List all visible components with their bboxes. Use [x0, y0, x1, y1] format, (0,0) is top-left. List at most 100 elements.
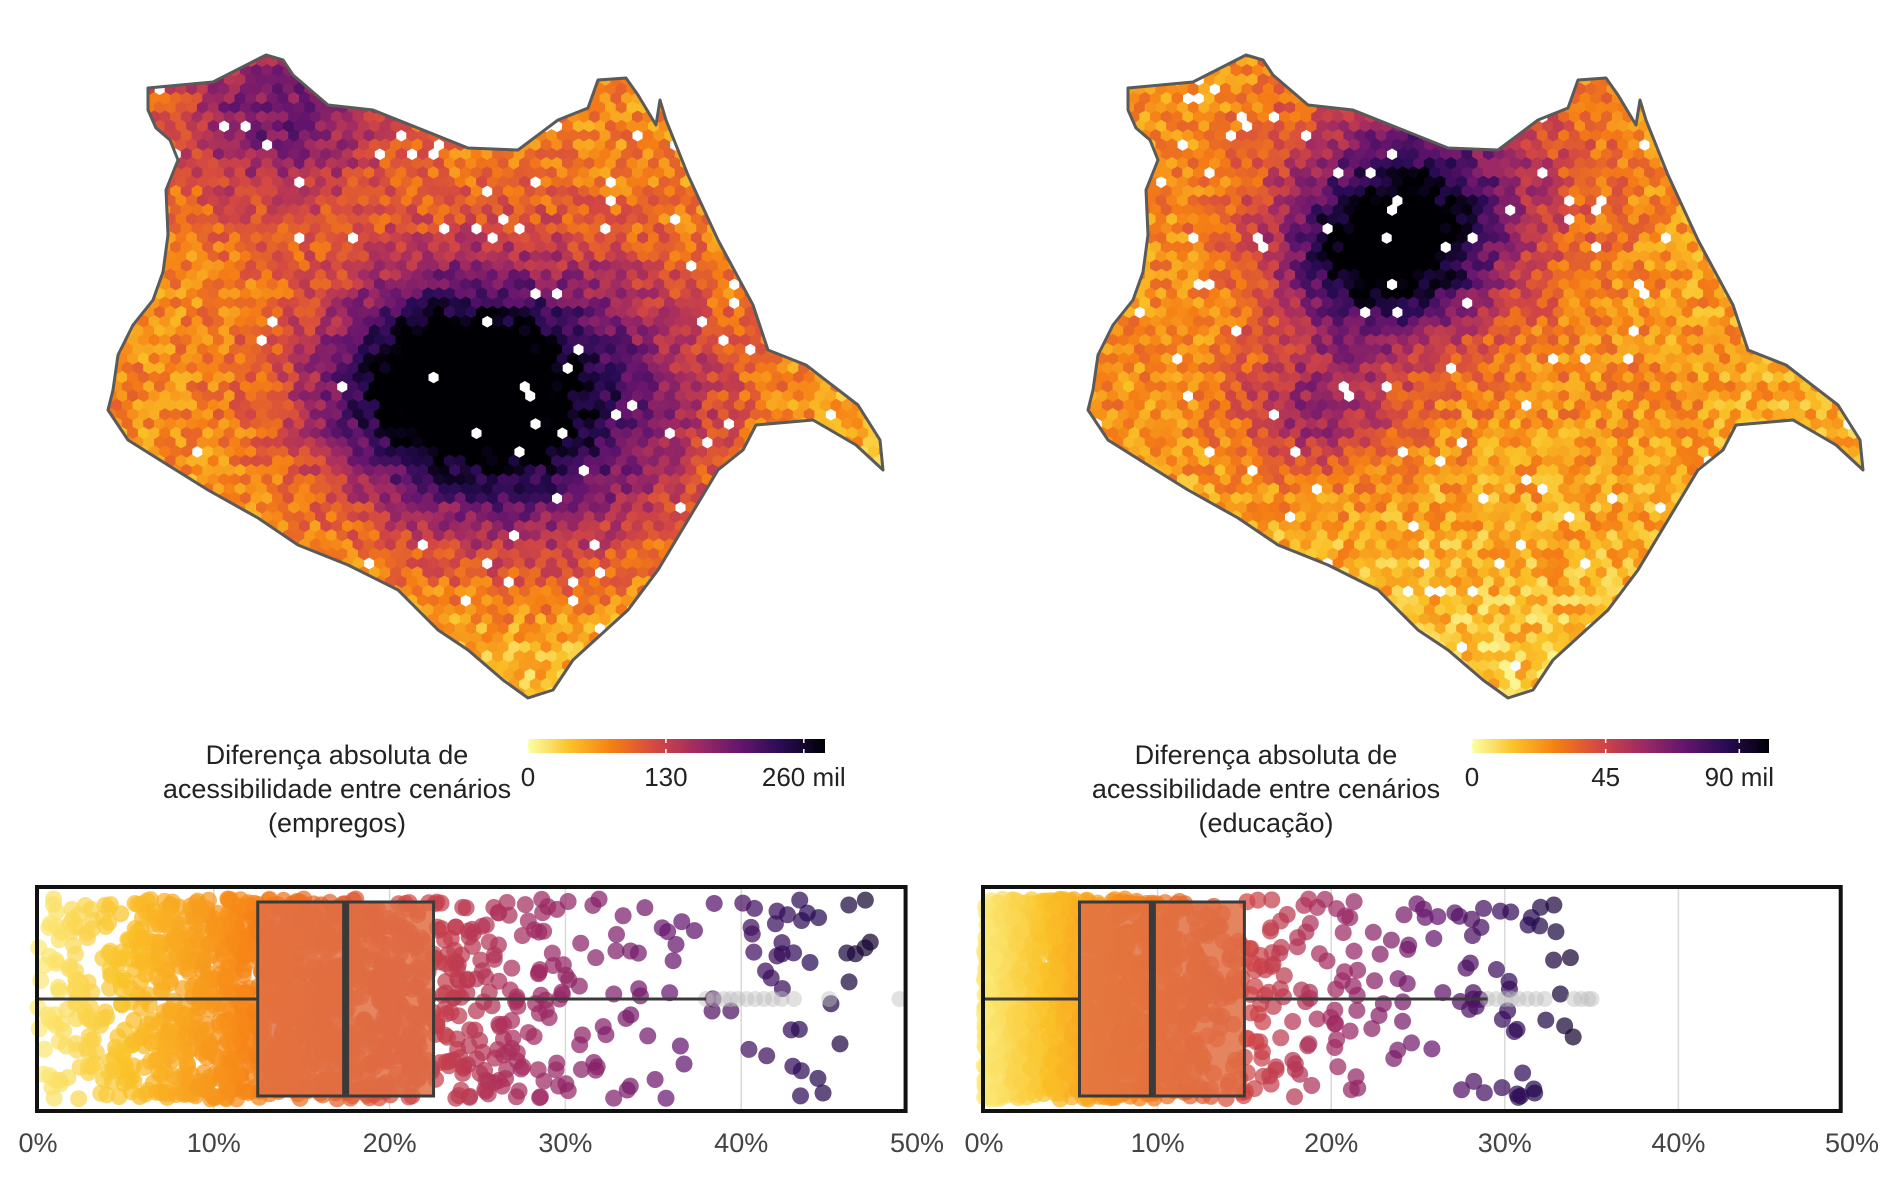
hex-cell [116, 445, 128, 459]
hex-cell [696, 129, 708, 143]
hex-cell [739, 55, 751, 68]
hex-cell [325, 622, 338, 636]
hex-cell [782, 73, 794, 87]
hex-cell [256, 538, 268, 552]
hex-cell [390, 659, 402, 673]
hex-cell [486, 101, 499, 115]
hex-cell [782, 184, 794, 199]
hex-cell [878, 166, 883, 180]
hex-cell [108, 677, 112, 691]
hex-cell [127, 55, 139, 68]
hex-cell [143, 622, 155, 636]
hex-cell [331, 166, 343, 180]
hex-cell [680, 659, 692, 673]
hex-cell [336, 584, 348, 598]
hex-cell [798, 157, 810, 171]
hex-cell [841, 101, 853, 115]
hex-cell [374, 222, 386, 236]
hex-cell [809, 473, 821, 487]
hex-cell [191, 687, 203, 698]
hex-cell [384, 296, 397, 310]
hex-cell [648, 659, 660, 673]
hex-cell [637, 677, 649, 691]
hex-cell [803, 203, 816, 217]
hex-cell [733, 157, 746, 171]
hex-cell [191, 352, 203, 366]
hex-cell [653, 73, 665, 87]
hex-cell [664, 352, 676, 366]
hex-cell [108, 594, 118, 608]
hex-cell [825, 482, 837, 496]
hex-cell [658, 175, 671, 189]
hex-cell [234, 166, 246, 180]
hex-cell [341, 222, 354, 236]
hex-cell [352, 333, 365, 347]
hex-cell [776, 584, 789, 598]
hex-cell [513, 315, 526, 329]
hex-cell [411, 138, 424, 152]
hex-cell [143, 194, 155, 208]
hex-cell [857, 277, 869, 292]
hex-cell [583, 324, 595, 338]
hex-cell [143, 659, 155, 673]
hex-cell [755, 101, 767, 115]
hex-cell [299, 55, 311, 68]
hex-cell [363, 612, 375, 626]
hex-cell [229, 55, 241, 59]
hex-cell [830, 324, 842, 338]
hex-cell [288, 259, 300, 273]
hex-cell [792, 687, 805, 698]
hex-cell [572, 119, 585, 133]
hex-cell [594, 231, 606, 245]
hex-cell [476, 101, 488, 115]
hex-cell [766, 566, 778, 580]
hex-cell [846, 91, 859, 106]
hex-cell [186, 343, 198, 357]
hex-cell [309, 166, 322, 180]
hex-cell [825, 501, 837, 515]
hex-cell [111, 82, 123, 96]
hex-cell [610, 315, 622, 329]
hex-cell [878, 649, 883, 664]
hex-cell [256, 129, 268, 143]
hex-cell [653, 203, 665, 217]
hex-cell [175, 343, 187, 357]
hex-cell [717, 110, 730, 124]
hex-cell [712, 194, 724, 208]
hex-cell [819, 454, 832, 468]
hex-cell [545, 315, 558, 329]
hex-cell [352, 147, 365, 161]
hex-cell [545, 147, 558, 161]
hex-cell [331, 687, 343, 698]
hex-cell [390, 305, 402, 319]
hex-cell [460, 184, 472, 199]
hex-cell [878, 612, 883, 626]
hex-cell [562, 119, 574, 133]
hex-cell [309, 333, 322, 347]
hex-cell [309, 55, 322, 68]
hex-cell [712, 584, 724, 598]
hex-cell [454, 157, 467, 171]
hex-cell [108, 426, 118, 440]
hex-cell [760, 222, 773, 236]
hex-cell [771, 333, 783, 347]
hex-cell [588, 240, 601, 254]
hex-cell [186, 324, 198, 338]
hex-cell [470, 315, 483, 329]
hex-cell [486, 305, 499, 319]
hex-cell [674, 222, 687, 236]
hex-cell [562, 212, 574, 226]
hex-cell [631, 333, 644, 347]
hex-cell [776, 622, 789, 636]
hex-cell [170, 110, 182, 124]
hex-cell [207, 268, 220, 282]
hex-cell [341, 668, 354, 682]
hex-cell [803, 91, 816, 106]
hex-cell [331, 315, 343, 329]
hex-cell [712, 343, 724, 357]
hex-cell [739, 501, 751, 515]
hex-cell [792, 668, 805, 682]
hex-cell [288, 612, 300, 626]
hex-cell [390, 231, 402, 245]
hex-cell [433, 231, 445, 245]
